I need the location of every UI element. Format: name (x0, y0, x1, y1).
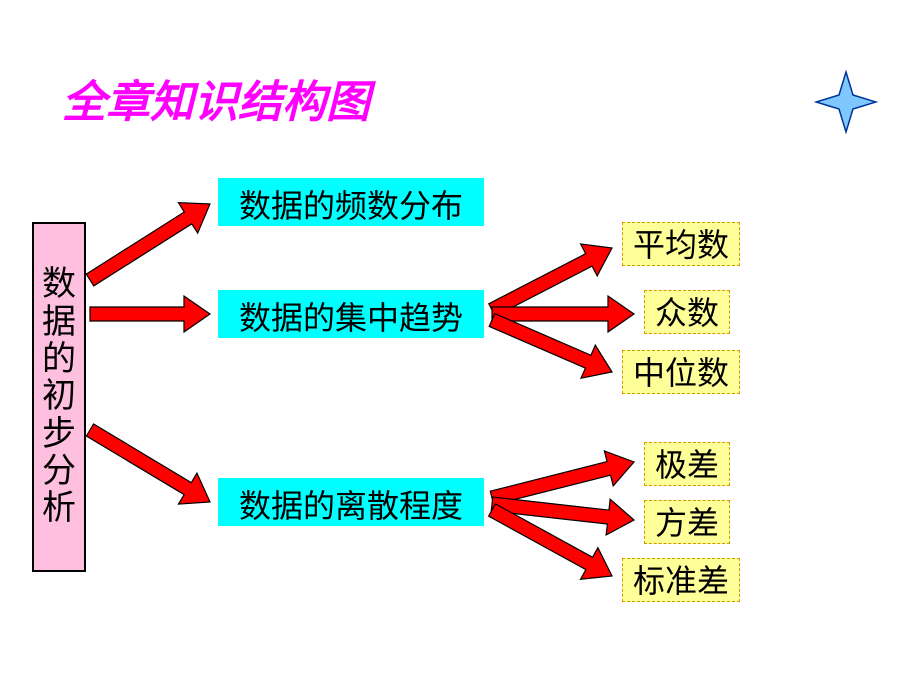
leaf-node-label: 众数 (655, 295, 719, 331)
page-title: 全章知识结构图 (62, 66, 370, 130)
leaf-node-label: 标准差 (633, 563, 729, 599)
arrow (483, 494, 620, 592)
root-node: 数据的初步分析 (32, 222, 86, 572)
mid-node-label: 数据的集中趋势 (239, 300, 463, 336)
mid-node-label: 数据的离散程度 (239, 488, 463, 524)
arrow (90, 296, 210, 332)
mid-node-label: 数据的频数分布 (239, 188, 463, 224)
leaf-node-var: 方差 (644, 500, 730, 544)
arrow (490, 486, 636, 538)
leaf-node-label: 极差 (655, 447, 719, 483)
leaf-node-std: 标准差 (622, 558, 740, 602)
leaf-node-label: 方差 (655, 505, 719, 541)
leaf-node-median: 中位数 (622, 350, 740, 394)
leaf-node-label: 平均数 (633, 227, 729, 263)
leaf-node-mode: 众数 (644, 290, 730, 334)
leaf-node-range: 极差 (644, 442, 730, 486)
arrow (484, 232, 621, 326)
mid-node-spread: 数据的离散程度 (218, 478, 484, 526)
arrow (492, 296, 634, 332)
mid-node-freq: 数据的频数分布 (218, 178, 484, 226)
root-node-label: 数据的初步分析 (42, 266, 76, 528)
leaf-node-label: 中位数 (633, 355, 729, 391)
arrow (485, 303, 619, 388)
arrow (80, 189, 219, 295)
mid-node-center: 数据的集中趋势 (218, 290, 484, 338)
arrow (488, 445, 639, 516)
star-icon (814, 70, 878, 134)
leaf-node-mean: 平均数 (622, 222, 740, 266)
arrow (81, 415, 220, 518)
